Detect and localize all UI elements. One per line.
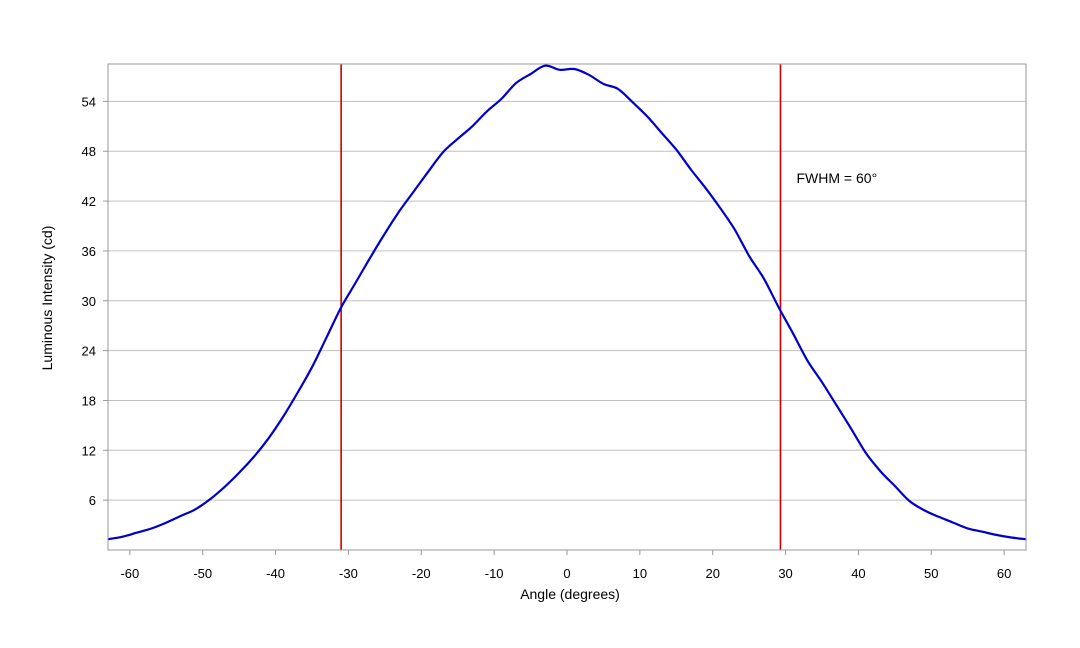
data-point [602,83,605,85]
data-point [253,456,255,458]
y-tick-label: 6 [89,493,96,508]
x-axis-label: Angle (degrees) [520,586,620,602]
data-point [136,532,138,534]
data-point [486,110,488,112]
data-point [151,527,153,530]
data-point [865,452,867,454]
data-point [180,515,182,517]
data-point [792,332,794,334]
data-point [850,428,852,430]
data-point [515,82,517,84]
data-point [530,73,532,75]
data-point [1010,536,1013,539]
x-tick-label: -10 [485,566,504,581]
data-point [763,277,765,279]
data-point [996,534,998,536]
data-point [704,187,707,189]
data-point [413,190,415,192]
data-point [296,392,298,394]
data-point [398,210,400,212]
data-point [428,170,430,172]
data-point [646,115,648,117]
data-point [661,132,663,134]
data-point [165,522,167,524]
data-point [617,88,619,90]
data-point [326,336,328,338]
data-point [209,498,211,500]
data-point [267,438,269,440]
data-point [836,404,838,406]
data-point [122,536,124,538]
data-point [748,255,750,257]
x-tick-label: 10 [633,566,647,581]
y-axis-ticks: 6 12 18 24 30 36 42 48 54 [82,94,108,508]
data-point [544,65,546,67]
data-point [675,149,677,151]
x-tick-label: -60 [120,566,139,581]
data-point [500,98,502,100]
data-point [442,151,444,153]
data-point [821,381,823,383]
gridlines [108,100,1026,501]
data-point [923,509,925,511]
plot-frame [107,63,1027,551]
x-tick-label: 20 [705,566,719,581]
data-point [734,228,736,230]
data-point [588,74,590,76]
x-tick-label: 0 [563,566,570,581]
data-point [471,125,473,127]
data-point [719,207,721,209]
data-point [908,500,911,502]
data-point [952,522,954,524]
data-point [777,306,779,308]
y-tick-label: 24 [82,344,96,359]
annotations: FWHM = 60° [797,170,878,186]
data-point [879,470,881,472]
x-tick-label: -40 [266,566,285,581]
fwhm-annotation: FWHM = 60° [797,170,878,186]
y-tick-label: 48 [82,144,96,159]
x-tick-label: 30 [778,566,792,581]
data-point [573,68,575,70]
data-point [340,306,342,308]
data-point [632,101,634,103]
y-tick-label: 12 [82,443,96,458]
y-tick-label: 30 [82,294,96,309]
data-point [690,168,692,171]
intensity-series-line [107,64,1027,541]
x-tick-label: 40 [851,566,865,581]
data-point [311,366,313,368]
data-point [238,472,240,474]
x-tick-label: -50 [193,566,212,581]
y-axis-label: Luminous Intensity (cd) [39,226,55,371]
x-tick-label: 60 [997,566,1011,581]
data-point [355,281,357,284]
data-point [194,508,196,510]
data-point [457,138,459,140]
y-tick-label: 42 [82,194,96,209]
y-tick-label: 18 [82,393,96,408]
data-point [369,257,371,259]
data-point [894,485,896,487]
x-tick-label: -20 [412,566,431,581]
fwhm-reference-lines [340,64,782,550]
x-tick-label: -30 [339,566,358,581]
data-point [282,416,284,418]
data-point [559,69,561,71]
data-point [981,531,983,533]
data-point [384,232,386,235]
x-tick-label: 50 [924,566,938,581]
x-axis-ticks: -60 -50 -40 -30 -20 -10 0 10 20 30 40 50 60 [120,550,1011,581]
series-group [107,64,1027,541]
data-point [967,527,969,530]
data-point [224,486,226,488]
y-tick-label: 36 [82,244,96,259]
data-point [938,516,940,518]
data-point [806,360,809,362]
y-tick-label: 54 [82,94,96,109]
